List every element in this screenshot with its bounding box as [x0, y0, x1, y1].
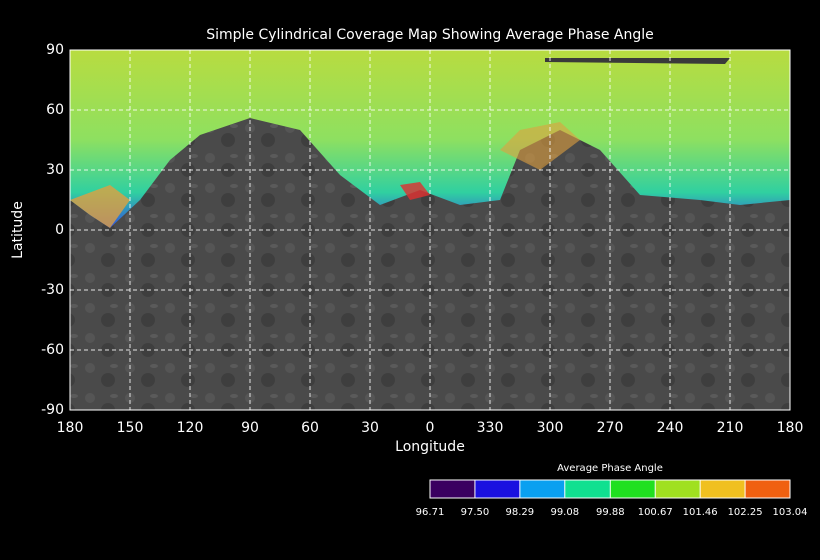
colorbar-segment: [700, 480, 746, 498]
x-axis-label: Longitude: [395, 439, 465, 455]
colorbar-segment: [474, 480, 520, 498]
colorbar-title: Average Phase Angle: [557, 463, 663, 474]
colorbar-tick-label: 99.88: [596, 507, 625, 518]
x-tick-label: 60: [301, 420, 319, 436]
x-tick-label: 150: [117, 420, 144, 436]
y-tick-label: 0: [55, 222, 64, 238]
x-tick-label: 180: [57, 420, 84, 436]
x-tick-label: 0: [426, 420, 435, 436]
x-tick-label: 90: [241, 420, 259, 436]
colorbar-segment: [519, 480, 565, 498]
colorbar-tick-label: 97.50: [461, 507, 490, 518]
y-tick-label: -90: [41, 402, 64, 418]
x-tick-label: 240: [657, 420, 684, 436]
x-tick-label: 270: [597, 420, 624, 436]
y-tick-label: -60: [41, 342, 64, 358]
y-axis-label: Latitude: [10, 201, 26, 259]
colorbar-tick-label: 96.71: [416, 507, 445, 518]
colorbar-segment: [430, 480, 475, 498]
colorbar-segment: [655, 480, 701, 498]
colorbar-segment: [745, 480, 790, 498]
colorbar-tick-label: 102.25: [728, 507, 763, 518]
colorbar-tick-label: 98.29: [506, 507, 535, 518]
colorbar-tick-label: 103.04: [773, 507, 808, 518]
y-tick-label: -30: [41, 282, 64, 298]
colorbar-tick-label: 101.46: [683, 507, 718, 518]
colorbar-segment: [564, 480, 611, 498]
x-tick-label: 300: [537, 420, 564, 436]
y-tick-label: 60: [46, 102, 64, 118]
x-tick-label: 210: [717, 420, 744, 436]
colorbar-segment: [610, 480, 656, 498]
y-tick-label: 90: [46, 42, 64, 58]
x-tick-label: 30: [361, 420, 379, 436]
x-tick-label: 180: [777, 420, 804, 436]
map-title: Simple Cylindrical Coverage Map Showing …: [206, 27, 654, 43]
colorbar-tick-label: 100.67: [638, 507, 673, 518]
y-tick-label: 30: [46, 162, 64, 178]
colorbar-tick-label: 99.08: [550, 507, 579, 518]
x-tick-label: 120: [177, 420, 204, 436]
x-tick-label: 330: [477, 420, 504, 436]
